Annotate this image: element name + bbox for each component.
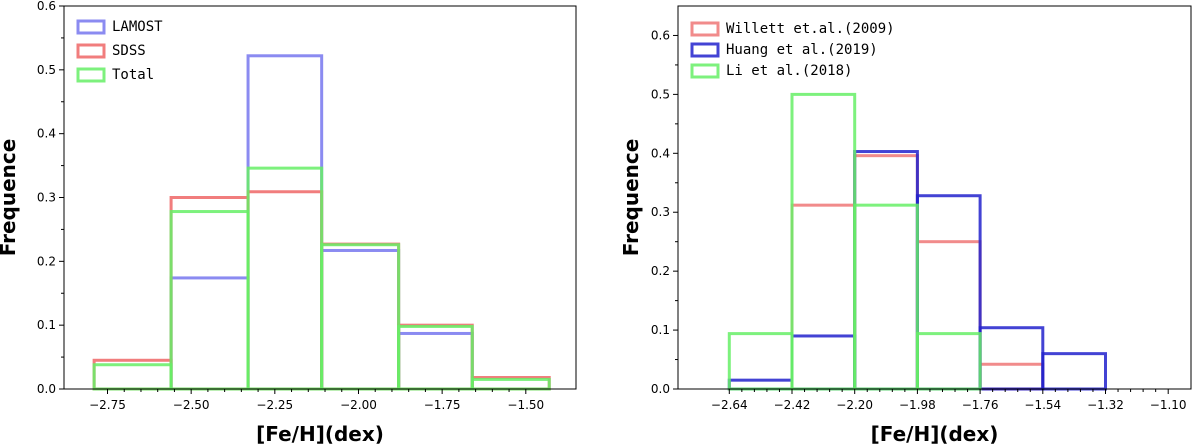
y-tick-label: 0.0 xyxy=(651,382,670,396)
y-tick-label: 0.6 xyxy=(37,0,56,13)
y-tick-label: 0.4 xyxy=(651,146,670,160)
legend-label: Willett et.al.(2009) xyxy=(726,21,895,37)
histogram-bar xyxy=(320,248,401,391)
histogram-bar xyxy=(853,203,919,391)
y-tick-label: 0.6 xyxy=(651,28,670,42)
histogram-bar xyxy=(790,92,857,391)
legend-swatch xyxy=(76,67,106,83)
legend-swatch xyxy=(690,42,720,58)
histogram-bar xyxy=(320,243,401,391)
histogram-bar xyxy=(915,240,982,391)
histogram-bar xyxy=(320,242,401,391)
legend-label: Huang et al.(2019) xyxy=(726,42,878,58)
histogram-bar xyxy=(790,334,857,391)
y-tick-label: 0.1 xyxy=(651,323,670,337)
histogram-bar xyxy=(169,196,250,391)
x-tick-label: −1.75 xyxy=(424,398,461,412)
x-tick-label: −1.10 xyxy=(1150,398,1187,412)
x-tick-label: −2.25 xyxy=(256,398,293,412)
y-axis-label: Frequence xyxy=(0,139,20,257)
series-3 xyxy=(92,166,551,391)
x-tick-label: −2.00 xyxy=(340,398,377,412)
y-tick-label: 0.2 xyxy=(651,264,670,278)
plot-frame xyxy=(677,5,1192,390)
y-tick-label: 0.3 xyxy=(37,191,56,205)
y-tick-label: 0.5 xyxy=(37,63,56,77)
histogram-bar xyxy=(397,324,474,391)
histogram-bar xyxy=(246,166,324,391)
y-tick-label: 0.1 xyxy=(37,318,56,332)
legend-swatch xyxy=(690,21,720,37)
x-tick-label: −1.54 xyxy=(1024,398,1061,412)
legend: LAMOST SDSS Total xyxy=(76,19,163,83)
histogram-bar xyxy=(92,363,173,391)
histogram-bar xyxy=(246,54,324,391)
histogram-bar xyxy=(853,154,919,391)
histogram-bar xyxy=(915,332,982,391)
x-tick-label: −2.42 xyxy=(774,398,811,412)
histogram-bar xyxy=(978,362,1045,391)
legend: Willett et.al.(2009) Huang et al.(2019) Li… xyxy=(690,21,895,79)
histogram-bar xyxy=(246,190,324,391)
histogram-bar xyxy=(1041,352,1108,391)
legend-swatch xyxy=(76,19,106,35)
legend-swatch xyxy=(690,63,720,79)
x-tick-label: −2.20 xyxy=(836,398,873,412)
legend-label: Li et al.(2018) xyxy=(726,63,852,79)
legend-label: LAMOST xyxy=(112,19,163,35)
y-axis-label: Frequence xyxy=(619,139,643,257)
x-axis-label: [Fe/H](dex) xyxy=(256,422,384,445)
plot-frame xyxy=(63,5,577,390)
x-axis-label: [Fe/H](dex) xyxy=(871,422,999,445)
legend-label: Total xyxy=(112,67,154,83)
x-tick-label: −1.32 xyxy=(1087,398,1124,412)
histogram-bar xyxy=(915,194,982,391)
legend-label: SDSS xyxy=(112,43,146,59)
chart-panel-1: 0.0 0.1 0.2 0.3 0.4 0.5 0.6 −2.75 −2.50 −2.25 −2.0… xyxy=(0,0,577,445)
x-tick-label: −2.75 xyxy=(89,398,126,412)
x-tick-label: −1.50 xyxy=(507,398,544,412)
x-tick-label: −1.98 xyxy=(899,398,936,412)
histogram-bar xyxy=(790,203,857,391)
y-tick-label: 0.5 xyxy=(651,87,670,101)
x-tick-label: −1.76 xyxy=(962,398,999,412)
histogram-bar xyxy=(169,276,250,391)
y-tick-label: 0.2 xyxy=(37,254,56,268)
histogram-bar xyxy=(978,326,1045,391)
legend-swatch xyxy=(76,43,106,59)
x-tick-label: −2.50 xyxy=(173,398,210,412)
x-tick-label: −2.64 xyxy=(711,398,748,412)
histogram-bar xyxy=(470,377,551,391)
chart-panel-2: 0.0 0.1 0.2 0.3 0.4 0.5 0.6 −2.64 −2.42 −2.20 −1.9… xyxy=(619,5,1192,445)
y-tick-label: 0.4 xyxy=(37,127,56,141)
y-tick-label: 0.3 xyxy=(651,205,670,219)
histogram-bar xyxy=(397,331,474,391)
y-tick-label: 0.0 xyxy=(37,382,56,396)
histogram-bar xyxy=(169,210,250,391)
histogram-bar xyxy=(853,150,919,391)
